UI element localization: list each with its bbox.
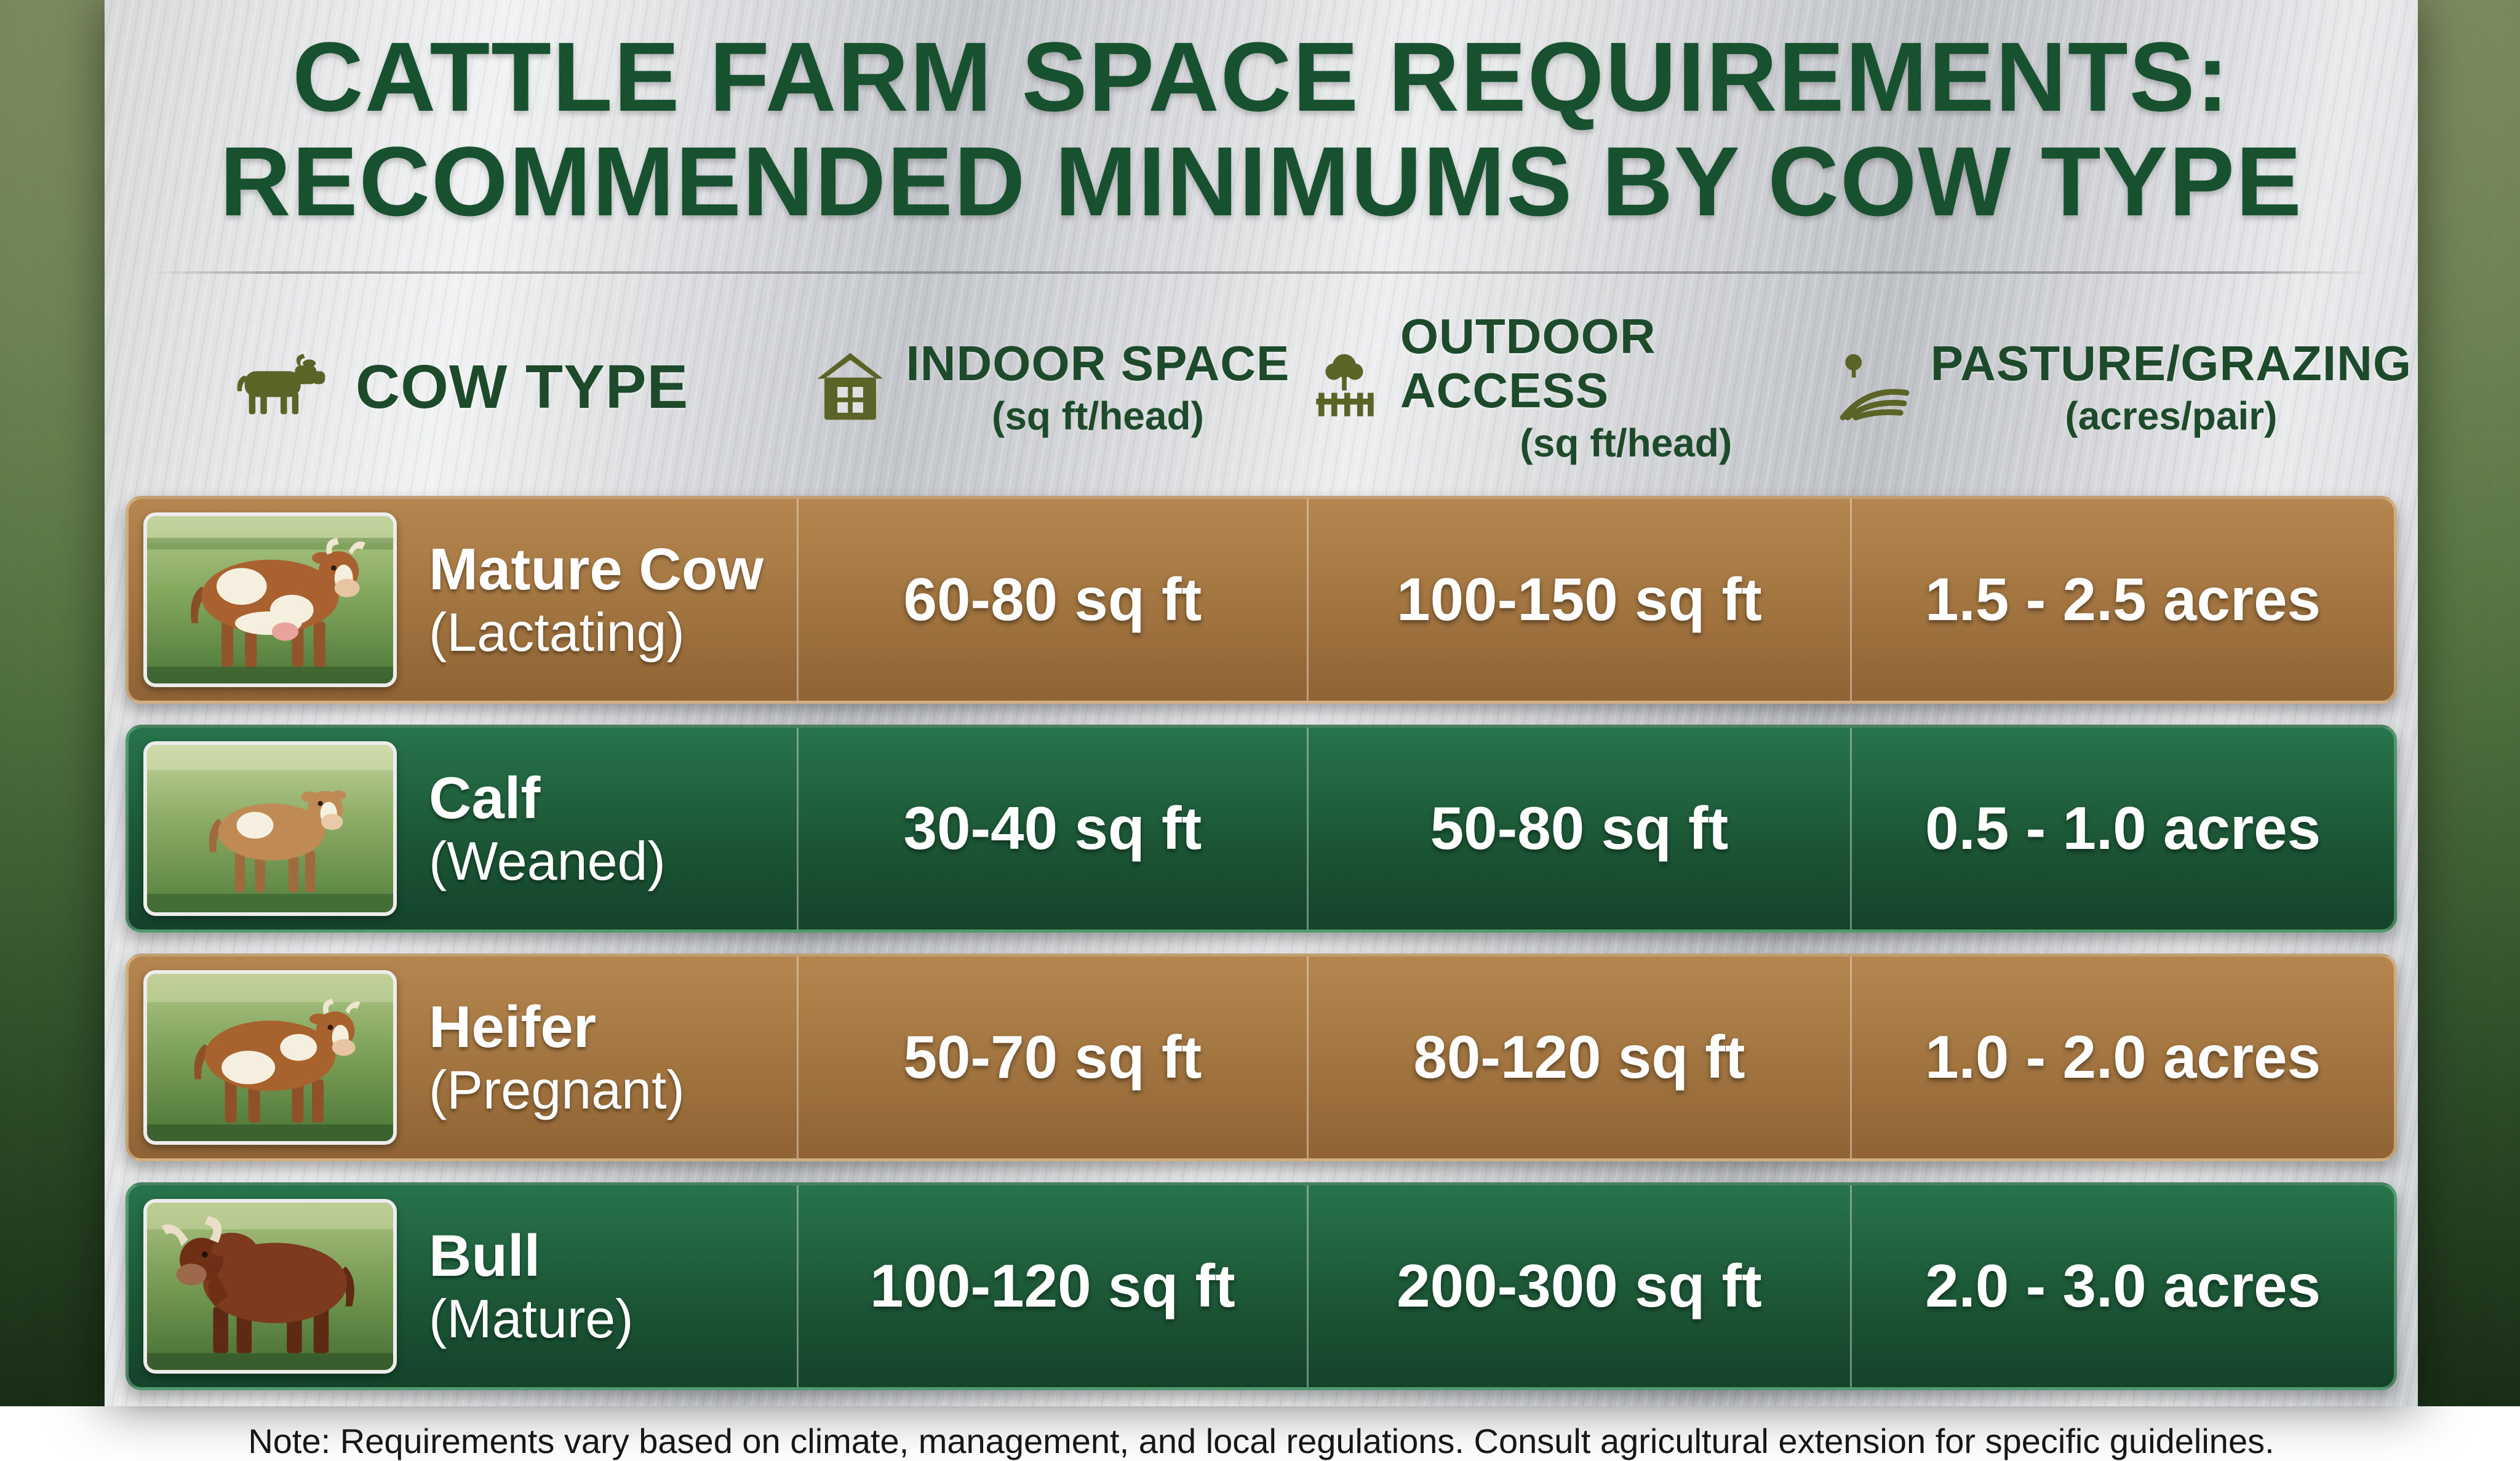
outdoor-access-value: 200-300 sq ft — [1306, 1185, 1851, 1387]
table-body: Mature Cow (Lactating) 60-80 sq ft 100-1… — [126, 495, 2397, 1390]
cow-name: Calf — [429, 765, 541, 831]
mature-cow-photo — [143, 512, 397, 687]
table-row-bull: Bull (Mature) 100-120 sq ft 200-300 sq f… — [126, 1182, 2397, 1390]
outdoor-access-value: 50-80 sq ft — [1306, 727, 1851, 930]
title-line-2: RECOMMENDED MINIMUMS BY COW TYPE — [220, 125, 2303, 236]
cow-name: Heifer — [429, 993, 597, 1060]
table-row-mature-cow: Mature Cow (Lactating) 60-80 sq ft 100-1… — [126, 495, 2397, 704]
column-header-text: OUTDOOR ACCESS (sq ft/head) — [1400, 309, 1852, 466]
column-header-label: OUTDOOR ACCESS — [1400, 309, 1656, 418]
cow-name-block: Heifer (Pregnant) — [429, 994, 685, 1121]
barn-icon — [813, 349, 888, 424]
column-header-cow-type: COW TYPE — [126, 352, 795, 421]
column-header-text: INDOOR SPACE (sq ft/head) — [906, 336, 1290, 439]
pasture-grazing-value: 1.5 - 2.5 acres — [1850, 498, 2394, 701]
outdoor-access-value: 80-120 sq ft — [1306, 956, 1851, 1158]
cow-name: Mature Cow — [429, 536, 764, 602]
pasture-grazing-value: 2.0 - 3.0 acres — [1850, 1185, 2394, 1387]
bull-photo — [143, 1198, 397, 1374]
heifer-photo — [143, 969, 397, 1145]
cow-qualifier: (Pregnant) — [429, 1059, 685, 1121]
cow-name: Bull — [429, 1222, 541, 1289]
cow-name-block: Mature Cow (Lactating) — [429, 536, 764, 663]
cow-name-block: Calf (Weaned) — [429, 765, 666, 892]
cow-icon — [233, 352, 337, 421]
table-row-heifer: Heifer (Pregnant) 50-70 sq ft 80-120 sq … — [126, 953, 2397, 1161]
cow-type-cell: Heifer (Pregnant) — [129, 957, 797, 1158]
column-header-pasture-grazing: PASTURE/GRAZING (acres/pair) — [1840, 336, 2411, 438]
column-header-sub: (sq ft/head) — [1520, 421, 1732, 466]
cow-type-cell: Bull (Mature) — [129, 1185, 797, 1387]
title-divider — [148, 271, 2375, 274]
column-header-label: PASTURE/GRAZING — [1930, 336, 2412, 391]
indoor-space-value: 60-80 sq ft — [797, 498, 1306, 701]
indoor-space-value: 50-70 sq ft — [797, 956, 1306, 1158]
column-header-sub: (acres/pair) — [2065, 394, 2278, 439]
column-header-indoor-space: INDOOR SPACE (sq ft/head) — [795, 336, 1307, 439]
pasture-grazing-value: 1.0 - 2.0 acres — [1850, 956, 2394, 1158]
column-header-label: INDOOR SPACE — [906, 336, 1290, 391]
table-header: COW TYPE — [126, 309, 2411, 466]
indoor-space-value: 30-40 sq ft — [797, 727, 1306, 930]
column-header-sub: (sq ft/head) — [992, 394, 1204, 439]
page-title: CATTLE FARM SPACE REQUIREMENTS: RECOMMEN… — [154, 25, 2369, 233]
column-header-label: COW TYPE — [355, 352, 689, 422]
pasture-grazing-value: 0.5 - 1.0 acres — [1850, 727, 2394, 930]
metal-panel: CATTLE FARM SPACE REQUIREMENTS: RECOMMEN… — [105, 0, 2418, 1460]
pasture-icon — [1837, 349, 1912, 424]
outdoor-access-value: 100-150 sq ft — [1306, 498, 1851, 701]
tree-fence-icon — [1307, 349, 1382, 424]
column-header-text: COW TYPE — [356, 353, 688, 421]
cow-name-block: Bull (Mature) — [429, 1223, 634, 1350]
cow-qualifier: (Weaned) — [429, 830, 666, 892]
table-row-calf: Calf (Weaned) 30-40 sq ft 50-80 sq ft 0.… — [126, 724, 2397, 933]
column-header-text: PASTURE/GRAZING (acres/pair) — [1930, 336, 2412, 439]
cow-type-cell: Mature Cow (Lactating) — [129, 499, 797, 701]
cow-qualifier: (Lactating) — [429, 602, 685, 663]
footer-note: Note: Requirements vary based on climate… — [248, 1421, 2275, 1460]
column-header-outdoor-access: OUTDOOR ACCESS (sq ft/head) — [1307, 309, 1852, 466]
cow-qualifier: (Mature) — [429, 1288, 634, 1350]
calf-photo — [143, 741, 397, 916]
cow-type-cell: Calf (Weaned) — [129, 728, 797, 930]
title-line-1: CATTLE FARM SPACE REQUIREMENTS: — [292, 22, 2230, 132]
indoor-space-value: 100-120 sq ft — [797, 1185, 1306, 1387]
